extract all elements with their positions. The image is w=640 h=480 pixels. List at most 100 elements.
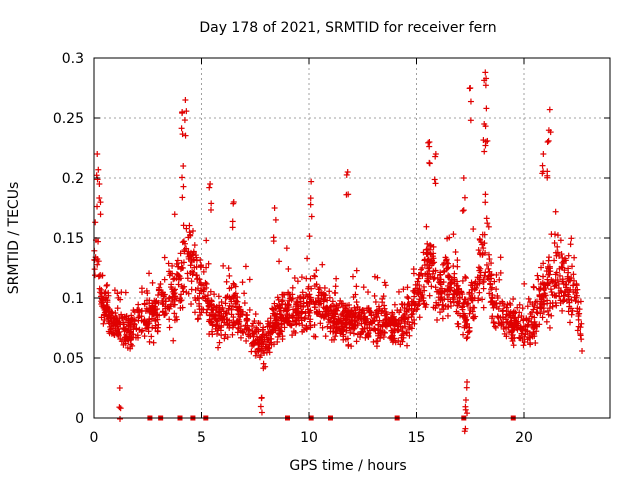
data-point — [522, 326, 529, 333]
data-point — [579, 347, 586, 354]
data-point — [313, 281, 320, 288]
data-point — [568, 297, 575, 304]
data-point — [408, 298, 415, 305]
data-point — [184, 270, 191, 277]
data-point — [368, 312, 375, 319]
data-point — [446, 234, 453, 241]
data-point — [404, 293, 411, 300]
data-point — [131, 316, 138, 323]
data-point — [171, 310, 178, 317]
data-point — [343, 327, 350, 334]
data-point — [155, 321, 162, 328]
data-point — [316, 308, 323, 315]
data-point — [204, 292, 211, 299]
data-point — [411, 293, 418, 300]
data-point — [102, 296, 109, 303]
data-point — [503, 316, 510, 323]
data-point — [94, 261, 101, 268]
data-point — [444, 282, 451, 289]
data-point — [317, 300, 324, 307]
data-point — [466, 289, 473, 296]
data-point — [134, 306, 141, 313]
data-point — [321, 305, 328, 312]
data-point — [480, 285, 487, 292]
data-point — [344, 169, 351, 175]
data-point — [192, 286, 199, 293]
data-point — [182, 132, 189, 139]
data-point — [400, 286, 407, 293]
data-point — [286, 312, 293, 319]
data-point — [291, 274, 298, 281]
data-point — [208, 298, 215, 305]
data-point — [264, 346, 271, 353]
data-point — [182, 97, 189, 103]
data-point — [548, 289, 555, 296]
data-point — [188, 278, 195, 285]
data-point — [104, 304, 111, 311]
data-point — [308, 178, 315, 185]
data-point — [256, 336, 263, 343]
data-point — [500, 314, 507, 321]
data-point — [91, 272, 98, 279]
data-point — [120, 341, 127, 348]
data-point — [574, 286, 581, 293]
data-point — [552, 208, 559, 215]
y-axis-label: SRMTID / TECUs — [6, 182, 22, 295]
data-point — [439, 315, 446, 322]
data-point — [466, 85, 473, 92]
data-point — [256, 354, 263, 361]
data-point — [327, 303, 334, 310]
data-point — [263, 332, 270, 339]
data-point — [528, 318, 535, 325]
data-point — [554, 243, 561, 250]
data-point — [246, 276, 253, 283]
data-point — [201, 293, 208, 300]
data-point — [267, 315, 274, 322]
data-point — [487, 299, 494, 306]
data-point — [273, 316, 280, 323]
data-point — [373, 343, 380, 350]
data-point — [444, 265, 451, 272]
data-point — [470, 226, 477, 233]
data-point — [548, 312, 555, 319]
data-point — [559, 254, 566, 261]
data-point — [287, 322, 294, 329]
data-point — [221, 319, 228, 326]
data-point — [539, 162, 546, 169]
data-point — [510, 309, 517, 316]
data-point — [539, 170, 546, 177]
data-point — [506, 312, 513, 319]
data-point — [481, 240, 488, 247]
data-point — [507, 301, 514, 308]
data-point — [512, 321, 519, 328]
data-point — [323, 308, 330, 315]
data-point — [296, 310, 303, 317]
data-point — [445, 274, 452, 281]
data-point — [347, 329, 354, 336]
data-point — [489, 291, 496, 298]
data-point — [409, 310, 416, 317]
data-point — [283, 245, 290, 252]
data-point — [237, 334, 244, 341]
data-point — [295, 315, 302, 322]
data-point — [368, 319, 375, 326]
data-point — [187, 249, 194, 256]
data-point — [178, 125, 185, 132]
data-point — [330, 309, 337, 316]
data-point — [547, 286, 554, 293]
data-point — [155, 292, 162, 299]
data-point — [166, 272, 173, 279]
data-point — [189, 227, 196, 234]
data-point — [340, 336, 347, 343]
data-point — [488, 260, 495, 267]
data-point — [338, 319, 345, 326]
data-point — [235, 310, 242, 317]
data-point — [311, 273, 318, 280]
data-point — [519, 305, 526, 312]
data-point — [173, 316, 180, 323]
data-point — [475, 295, 482, 302]
data-point — [95, 166, 102, 173]
data-point — [223, 278, 230, 285]
data-point — [517, 335, 524, 342]
data-point — [558, 251, 565, 258]
